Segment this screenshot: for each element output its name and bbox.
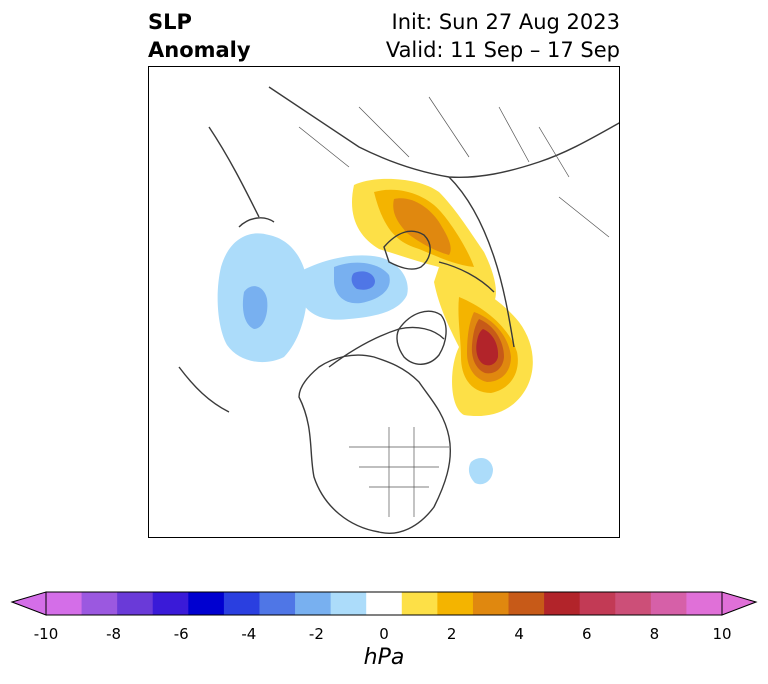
- colorbar-bin: [401, 592, 438, 615]
- colorbar-extend-max: [721, 591, 758, 616]
- colorbar-bin: [188, 592, 225, 615]
- colorbar-tick-label: -2: [308, 625, 324, 643]
- map-canvas: [178, 86, 619, 534]
- colorbar-tick-label: 0: [379, 625, 389, 643]
- colorbar-bin: [117, 592, 154, 615]
- date-info: Init: Sun 27 Aug 2023 Valid: 11 Sep – 17…: [386, 8, 620, 64]
- colorbar-bin: [472, 592, 510, 615]
- colorbar-bin: [295, 592, 332, 615]
- colorbar-tick-label: -4: [241, 625, 257, 643]
- colorbar-bin: [544, 592, 581, 615]
- positive-anomaly-greenland-5: [476, 329, 499, 366]
- colorbar-unit: hPa: [363, 645, 405, 670]
- negative-anomaly-arctic-3: [351, 271, 375, 290]
- colorbar-bin: [579, 592, 616, 615]
- colorbar-bin: [650, 592, 687, 615]
- anomaly-shading: [217, 178, 533, 485]
- colorbar-tick-label: 8: [649, 625, 660, 643]
- colorbar-bin: [81, 592, 118, 615]
- map-panel: [148, 66, 620, 538]
- negative-anomaly-atlantic: [468, 457, 493, 485]
- coastlines: [178, 86, 619, 534]
- colorbar-tick-label: -10: [33, 625, 59, 643]
- colorbar-bin: [152, 592, 189, 615]
- colorbar-bin: [46, 592, 83, 615]
- map-title: SLP Anomaly: [148, 8, 251, 64]
- colorbar-tick-label: 2: [446, 625, 457, 643]
- colorbar-tick-label: 10: [712, 625, 732, 643]
- title-line-2: Anomaly: [148, 38, 251, 62]
- title-line-1: SLP: [148, 10, 192, 34]
- colorbar-tick-label: -6: [173, 625, 189, 643]
- valid-range: Valid: 11 Sep – 17 Sep: [385, 38, 620, 62]
- colorbar-bin: [437, 592, 474, 615]
- colorbar-outline: [45, 591, 723, 616]
- colorbar-bin: [508, 592, 545, 615]
- colorbar-bin: [686, 592, 723, 615]
- country-borders: [298, 96, 610, 517]
- colorbar-bin: [615, 592, 652, 615]
- colorbar-tick-label: 4: [514, 625, 524, 643]
- colorbar-extend-min: [10, 591, 47, 616]
- colorbar-bin: [330, 592, 367, 615]
- colorbar-tick-label: 6: [582, 625, 592, 643]
- colorbar-bin: [259, 592, 296, 615]
- negative-anomaly-alaska-core: [242, 286, 268, 329]
- positive-anomaly-eurasia-3: [393, 198, 451, 255]
- colorbar-bin: [366, 592, 403, 615]
- colorbar-bins: [46, 592, 723, 615]
- colorbar-bin: [223, 592, 260, 615]
- colorbar-tick-label: -8: [106, 625, 122, 643]
- init-date: Init: Sun 27 Aug 2023: [391, 10, 620, 34]
- colorbar: [10, 591, 758, 616]
